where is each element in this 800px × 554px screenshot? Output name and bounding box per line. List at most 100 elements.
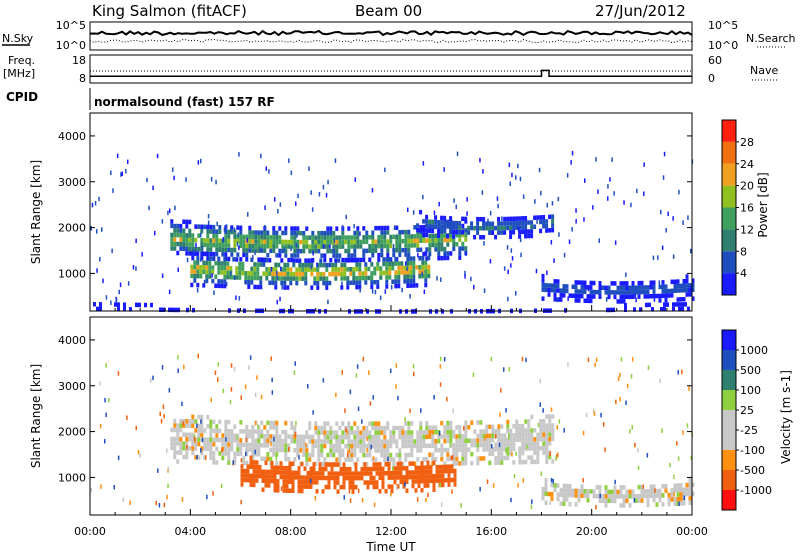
heatmap-cell xyxy=(446,396,448,402)
heatmap-cell xyxy=(359,439,363,444)
heatmap-cell xyxy=(616,290,620,295)
heatmap-cell xyxy=(308,457,312,462)
heatmap-cell xyxy=(622,498,626,504)
heatmap-cell xyxy=(616,489,620,495)
heatmap-cell xyxy=(422,251,426,257)
heatmap-cell xyxy=(193,251,197,256)
heatmap-cell xyxy=(619,489,623,495)
heatmap-cell xyxy=(420,461,424,466)
heatmap-cell xyxy=(425,214,429,220)
heatmap-cell xyxy=(589,280,593,286)
heatmap-cell xyxy=(181,497,184,502)
heatmap-cell xyxy=(289,267,293,272)
heatmap-cell xyxy=(100,484,102,489)
heatmap-cell xyxy=(274,285,278,290)
heatmap-cell xyxy=(681,306,684,312)
heatmap-cell xyxy=(625,285,629,291)
heatmap-cell xyxy=(257,443,261,448)
heatmap-cell xyxy=(524,220,528,225)
heatmap-cell xyxy=(257,452,261,457)
heatmap-cell xyxy=(589,298,593,304)
heatmap-cell xyxy=(613,485,617,490)
heatmap-cell xyxy=(191,441,195,447)
heatmap-cell xyxy=(423,474,427,479)
heatmap-cell xyxy=(290,434,294,439)
heatmap-cell xyxy=(479,235,483,240)
heatmap-cell xyxy=(330,475,334,481)
heatmap-cell xyxy=(326,421,330,426)
heatmap-cell xyxy=(344,235,348,240)
heatmap-cell xyxy=(197,428,201,433)
heatmap-cell xyxy=(354,471,358,476)
heatmap-cell xyxy=(673,279,677,284)
heatmap-cell xyxy=(263,434,267,439)
heatmap-cell xyxy=(289,280,293,286)
heatmap-cell xyxy=(422,224,426,230)
heatmap-cell xyxy=(428,434,432,439)
velocity-x-ticks xyxy=(89,509,693,515)
heatmap-cell xyxy=(592,493,596,499)
heatmap-cell xyxy=(188,246,192,252)
heatmap-cell xyxy=(162,307,165,312)
heatmap-cell xyxy=(530,229,534,234)
heatmap-cell xyxy=(332,248,336,254)
heatmap-cell xyxy=(544,491,548,497)
heatmap-cell xyxy=(646,489,650,494)
heatmap-cell xyxy=(524,419,528,424)
heatmap-cell xyxy=(272,230,276,236)
heatmap-cell xyxy=(273,465,277,470)
heatmap-cell xyxy=(330,462,334,467)
heatmap-cell xyxy=(236,225,240,230)
heatmap-cell xyxy=(320,461,324,467)
heatmap-cell xyxy=(458,447,462,453)
heatmap-cell xyxy=(485,447,489,452)
heatmap-cell xyxy=(604,494,608,499)
heatmap-cell xyxy=(199,265,203,270)
heatmap-cell xyxy=(487,218,489,224)
heatmap-cell xyxy=(224,428,228,434)
heatmap-cell xyxy=(649,285,653,290)
heatmap-cell xyxy=(311,439,315,444)
heatmap-cell xyxy=(592,489,596,494)
heatmap-cell xyxy=(298,276,302,281)
heatmap-cell xyxy=(383,425,387,431)
heatmap-cell xyxy=(245,248,249,253)
heatmap-cell xyxy=(426,460,430,466)
heatmap-cell xyxy=(423,483,427,488)
heatmap-cell xyxy=(254,420,257,426)
heatmap-cell xyxy=(346,267,350,272)
heatmap-cell xyxy=(223,283,227,289)
heatmap-cell xyxy=(139,453,141,458)
heatmap-cell xyxy=(470,225,474,231)
heatmap-cell xyxy=(410,430,414,435)
heatmap-cell xyxy=(571,227,573,232)
heatmap-cell xyxy=(236,442,240,448)
heatmap-cell xyxy=(634,290,638,295)
heatmap-cell xyxy=(667,211,669,217)
heatmap-cell xyxy=(416,497,419,502)
heatmap-cell xyxy=(245,424,249,430)
heatmap-cell xyxy=(545,228,549,233)
heatmap-cell xyxy=(365,230,369,236)
heatmap-cell xyxy=(421,271,423,276)
heatmap-cell xyxy=(536,215,540,220)
heatmap-cell xyxy=(349,280,353,285)
heatmap-cell xyxy=(176,241,180,247)
heatmap-cell xyxy=(271,377,273,383)
heatmap-cell xyxy=(212,229,216,234)
heatmap-cell xyxy=(473,429,477,434)
heatmap-cell xyxy=(351,484,355,490)
heatmap-cell xyxy=(341,257,345,263)
power-y-axis-label: Slant Range [km] xyxy=(29,160,43,264)
heatmap-cell xyxy=(326,230,330,236)
heatmap-cell xyxy=(383,239,387,244)
heatmap-cell xyxy=(371,434,375,440)
heatmap-cell xyxy=(296,253,300,258)
heatmap-cell xyxy=(293,226,297,231)
heatmap-cell xyxy=(327,299,329,305)
heatmap-cell xyxy=(423,289,426,294)
heatmap-cell xyxy=(223,261,227,266)
heatmap-cell xyxy=(215,247,219,252)
heatmap-cell xyxy=(433,395,435,400)
heatmap-cell xyxy=(300,479,304,485)
